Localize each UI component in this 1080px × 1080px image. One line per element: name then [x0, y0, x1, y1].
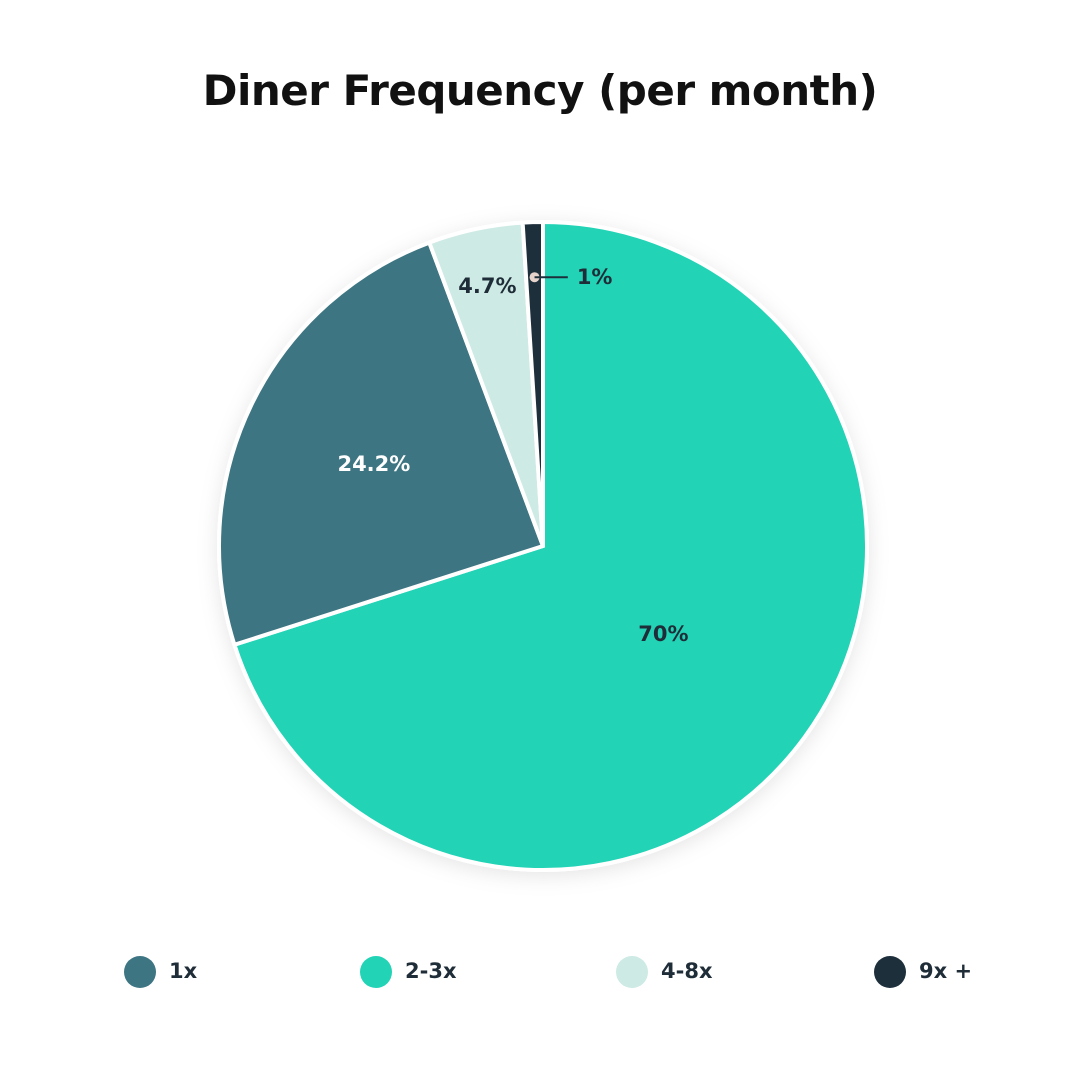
legend-label: 1x	[169, 959, 198, 983]
chart-title: Diner Frequency (per month)	[202, 66, 878, 115]
slice-label-9x-plus: 1%	[577, 265, 613, 289]
legend-swatch	[874, 956, 906, 988]
legend-swatch	[360, 956, 392, 988]
slice-label-1x: 24.2%	[337, 452, 410, 476]
legend-label: 2-3x	[405, 959, 457, 983]
pie-labels: 70% 24.2% 4.7% 1%	[337, 265, 688, 646]
legend-label: 4-8x	[661, 959, 713, 983]
pie-slice-9x-plus	[520, 220, 545, 548]
pie-slice-1x	[217, 240, 545, 647]
pie-slice-2-3x	[232, 220, 869, 872]
slice-label-2-3x: 70%	[638, 622, 688, 646]
legend-label: 9x +	[919, 959, 973, 983]
legend-swatch	[616, 956, 648, 988]
pie-slices	[217, 220, 869, 872]
legend-swatch	[124, 956, 156, 988]
slice-label-4-8x: 4.7%	[458, 274, 516, 298]
